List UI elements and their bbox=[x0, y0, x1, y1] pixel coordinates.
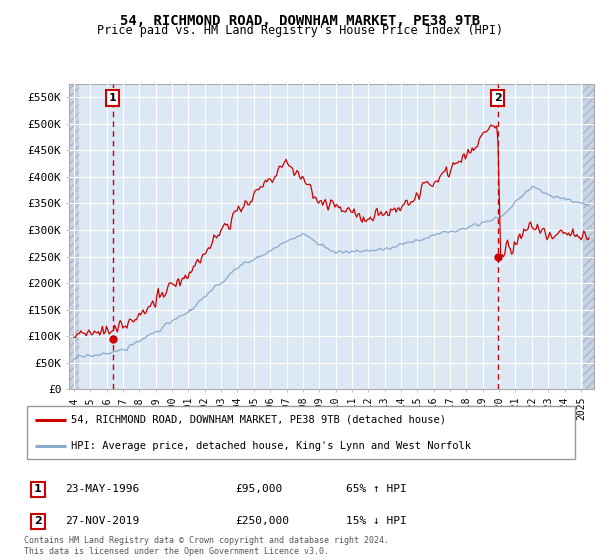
Text: 1: 1 bbox=[34, 484, 42, 494]
Text: £95,000: £95,000 bbox=[235, 484, 282, 494]
Text: £250,000: £250,000 bbox=[235, 516, 289, 526]
Text: 27-NOV-2019: 27-NOV-2019 bbox=[65, 516, 140, 526]
Text: 54, RICHMOND ROAD, DOWNHAM MARKET, PE38 9TB: 54, RICHMOND ROAD, DOWNHAM MARKET, PE38 … bbox=[120, 14, 480, 28]
FancyBboxPatch shape bbox=[27, 406, 575, 459]
Text: 65% ↑ HPI: 65% ↑ HPI bbox=[346, 484, 407, 494]
Text: 15% ↓ HPI: 15% ↓ HPI bbox=[346, 516, 407, 526]
Text: 54, RICHMOND ROAD, DOWNHAM MARKET, PE38 9TB (detached house): 54, RICHMOND ROAD, DOWNHAM MARKET, PE38 … bbox=[71, 414, 446, 424]
Text: 23-MAY-1996: 23-MAY-1996 bbox=[65, 484, 140, 494]
Text: 2: 2 bbox=[494, 93, 502, 102]
Bar bbox=[69, 84, 79, 389]
Text: Contains HM Land Registry data © Crown copyright and database right 2024.
This d: Contains HM Land Registry data © Crown c… bbox=[24, 536, 389, 556]
Bar bbox=[583, 84, 594, 389]
Text: HPI: Average price, detached house, King's Lynn and West Norfolk: HPI: Average price, detached house, King… bbox=[71, 441, 471, 451]
Text: 2: 2 bbox=[34, 516, 42, 526]
Text: 1: 1 bbox=[109, 93, 117, 102]
Text: Price paid vs. HM Land Registry's House Price Index (HPI): Price paid vs. HM Land Registry's House … bbox=[97, 24, 503, 37]
